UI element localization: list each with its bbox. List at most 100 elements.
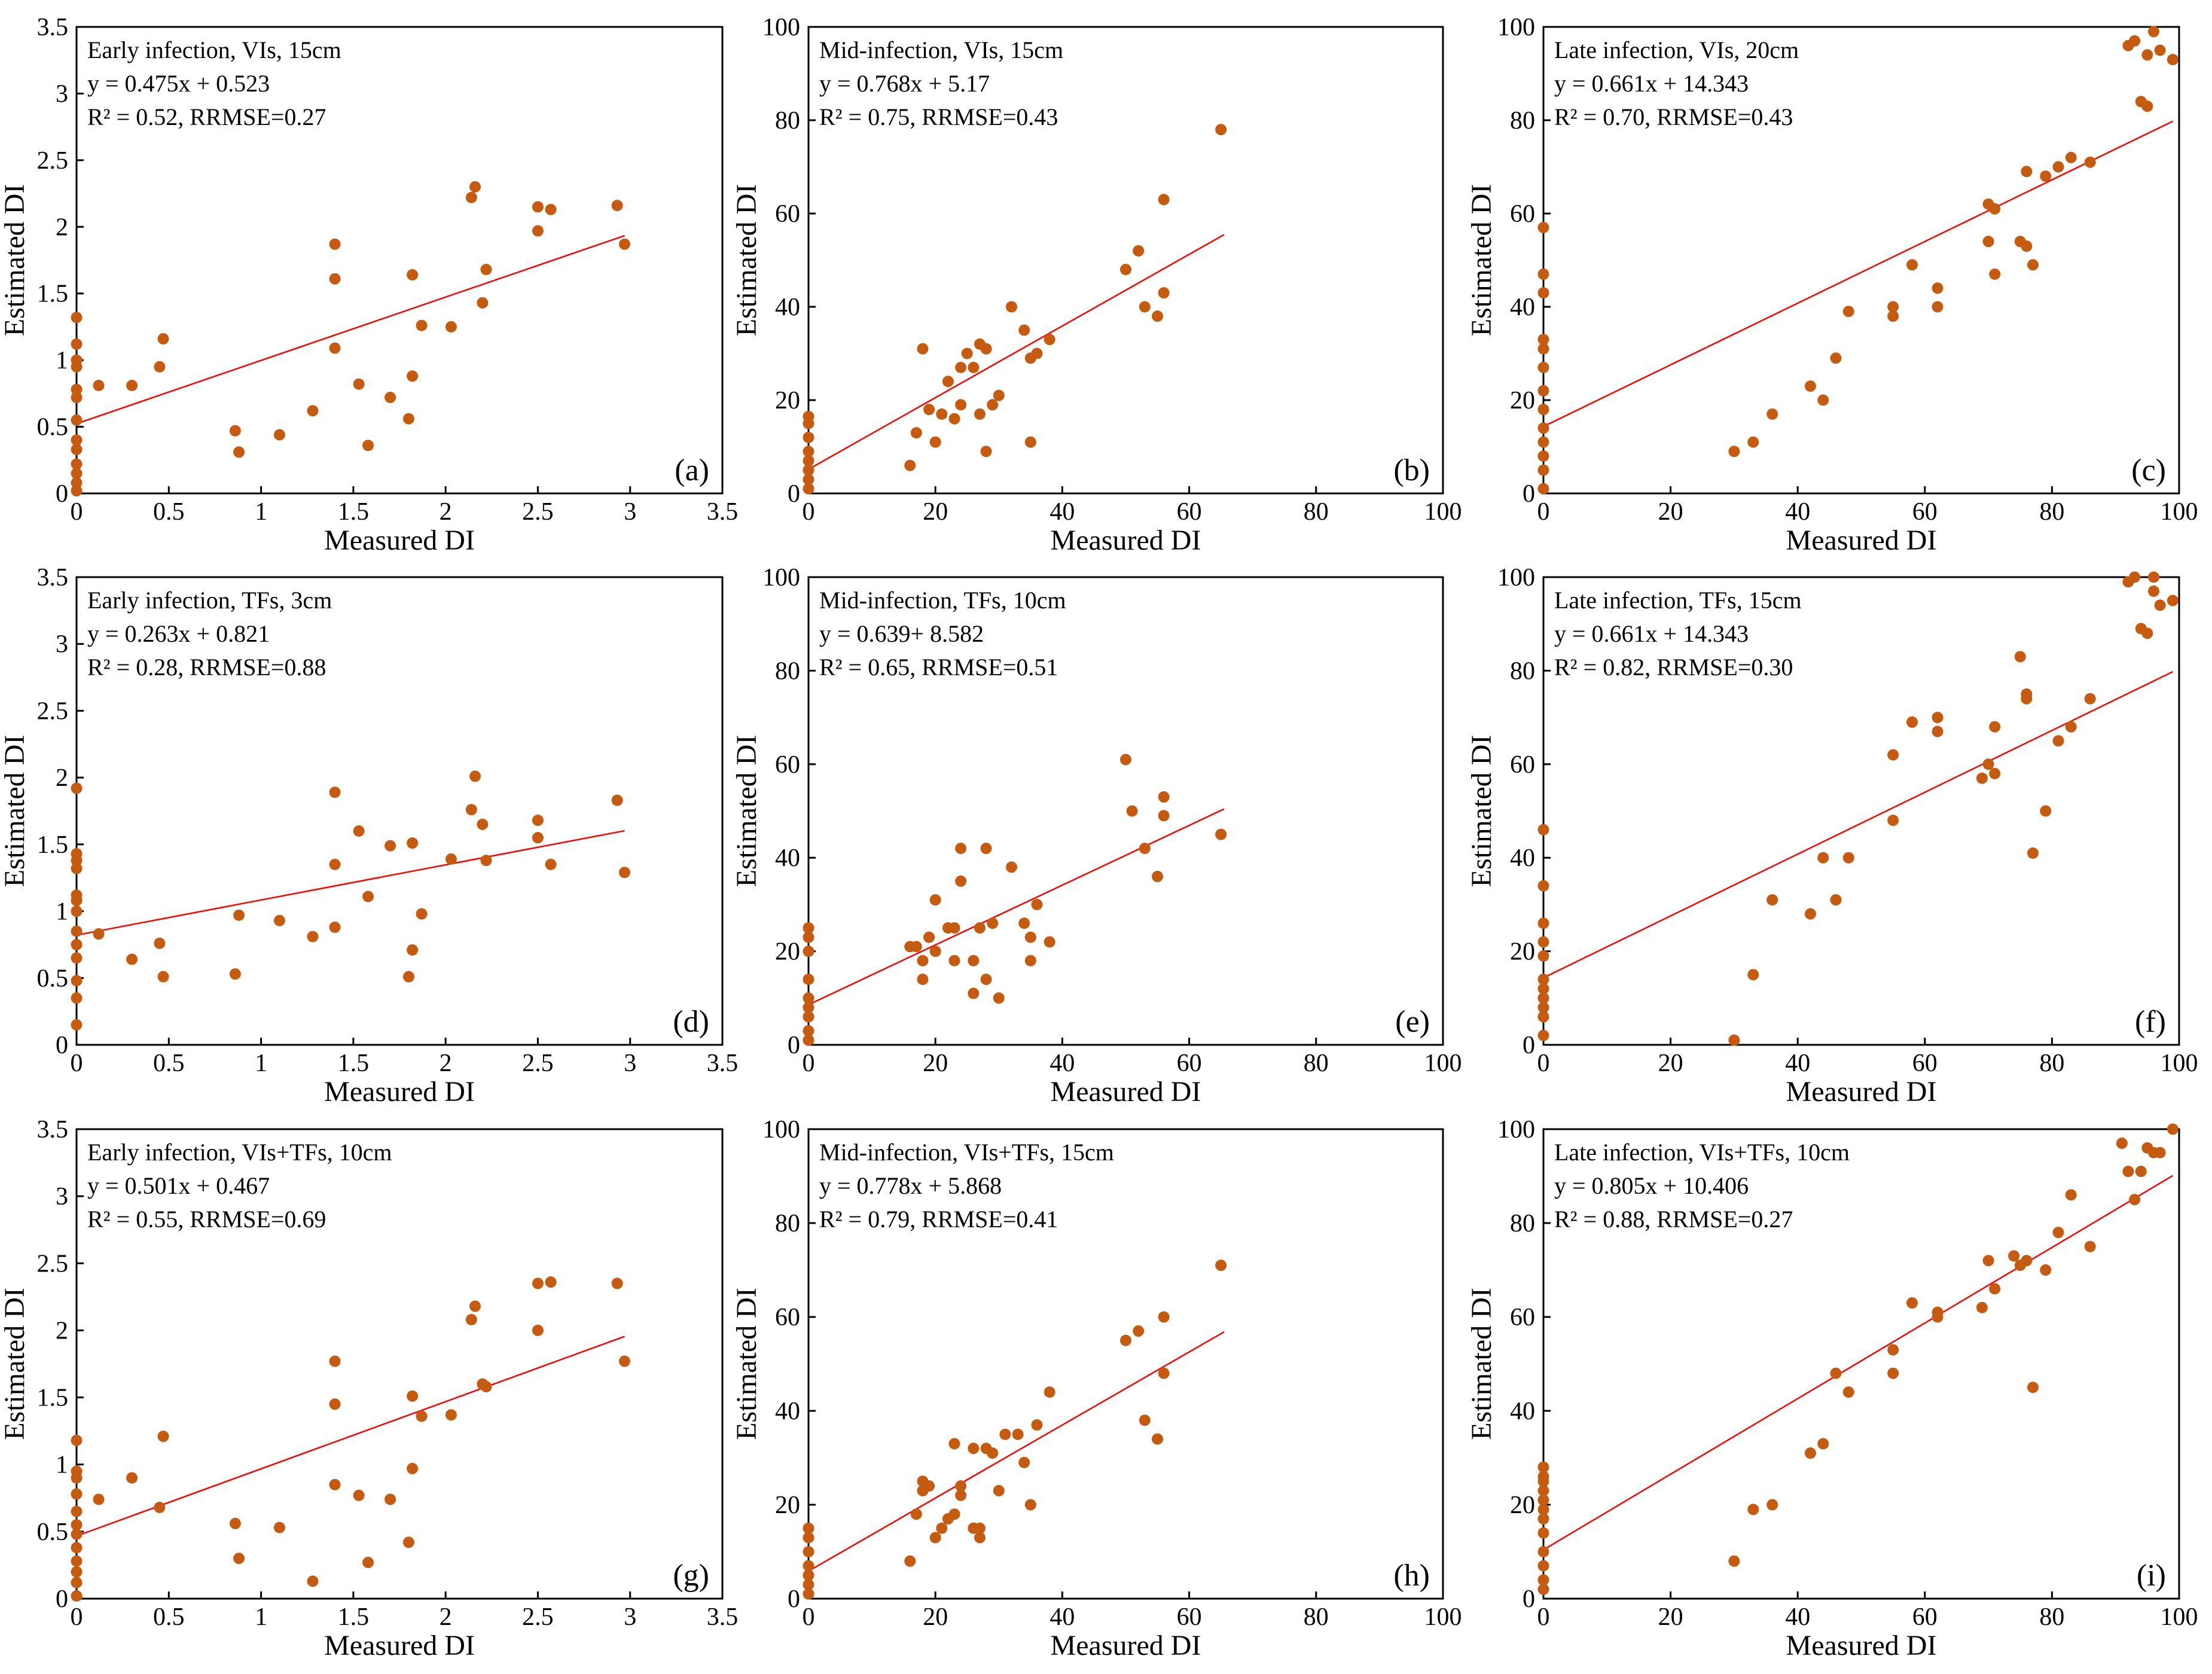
data-point	[545, 858, 557, 870]
y-tick-label: 40	[1510, 294, 1535, 321]
data-point	[385, 392, 396, 404]
data-point	[1126, 805, 1138, 817]
data-point	[1537, 483, 1549, 495]
data-point	[1537, 464, 1549, 476]
data-point	[445, 321, 457, 333]
data-point	[1989, 1283, 2001, 1295]
data-point	[1817, 394, 1829, 406]
data-point	[803, 992, 814, 1004]
data-point	[545, 1276, 557, 1288]
data-point	[1120, 1334, 1131, 1346]
data-point	[2147, 26, 2159, 38]
data-point	[1006, 861, 1018, 873]
data-point	[936, 408, 948, 420]
data-point	[1133, 1325, 1145, 1337]
x-tick-label: 60	[1912, 1603, 1938, 1631]
y-tick-label: 40	[775, 844, 800, 872]
x-tick-label: 80	[2039, 1050, 2064, 1077]
panel-label: (d)	[673, 1005, 709, 1039]
data-point	[1537, 983, 1549, 995]
data-point	[803, 464, 814, 476]
x-tick-label: 40	[1785, 1050, 1810, 1077]
data-point	[1842, 1386, 1854, 1398]
data-point	[2052, 735, 2064, 747]
data-point	[955, 843, 967, 855]
data-point	[803, 474, 814, 486]
data-point	[71, 1528, 83, 1540]
data-point	[1044, 1386, 1055, 1398]
chart-panel-7: 0 0.5 1 1.5 2 2.5 3 3.5 0 0.5 1 1.5 2 2.5 3 3.5 Measured…	[0, 1116, 738, 1661]
data-point	[71, 1577, 83, 1588]
data-point	[1537, 287, 1549, 299]
data-point	[480, 1381, 492, 1393]
y-axis-label: Estimated DI	[0, 1288, 30, 1440]
data-point	[1158, 791, 1170, 803]
data-point	[1031, 1419, 1043, 1431]
x-axis-label: Measured DI	[1786, 525, 1937, 556]
data-point	[1018, 324, 1030, 336]
chart-panel-6: 0 20 40 60 80 100 0 20 40 60 80 100 Measured DI Estim…	[1466, 564, 2198, 1108]
data-point	[1537, 1504, 1549, 1516]
data-point	[465, 1313, 477, 1325]
data-point	[154, 361, 166, 373]
annotation-line-1: Late infection, VIs, 20cm	[1554, 36, 1799, 63]
x-tick-label: 80	[1304, 498, 1329, 526]
data-point	[961, 347, 973, 359]
data-point	[1133, 245, 1145, 257]
y-axis-label: Estimated DI	[1466, 735, 1497, 888]
data-point	[1830, 352, 1842, 364]
data-point	[407, 837, 419, 849]
data-point	[948, 922, 960, 934]
regression-line	[1543, 670, 2173, 978]
x-tick-label: 0	[71, 1050, 83, 1077]
panel-label: (b)	[1393, 453, 1430, 487]
data-point	[2014, 651, 2026, 663]
data-point	[465, 191, 477, 203]
data-point	[71, 1488, 83, 1500]
y-tick-label: 0	[788, 1032, 800, 1059]
data-point	[974, 1522, 986, 1534]
annotation-line-1: Mid-infection, VIs, 15cm	[819, 36, 1063, 63]
chart-panel-1: 0 0.5 1 1.5 2 2.5 3 3.5 0 0.5 1 1.5 2 2.5 3 3.5 Measured…	[0, 14, 738, 556]
data-point	[2027, 1382, 2039, 1394]
data-point	[1152, 870, 1164, 882]
data-point	[2167, 594, 2179, 606]
data-point	[2141, 49, 2153, 61]
data-point	[2008, 1250, 2020, 1262]
data-point	[1120, 754, 1131, 766]
data-point	[545, 203, 557, 215]
data-point	[469, 770, 481, 782]
data-point	[362, 440, 374, 452]
x-tick-label: 60	[1177, 1603, 1202, 1631]
y-tick-label: 1.5	[37, 280, 69, 308]
data-point	[611, 794, 623, 806]
y-tick-label: 20	[775, 387, 800, 414]
data-point	[929, 894, 941, 906]
x-tick-label: 1.5	[338, 498, 370, 526]
y-tick-label: 0	[1523, 1032, 1535, 1059]
data-point	[1747, 969, 1759, 981]
data-point	[1906, 1297, 1918, 1309]
data-point	[273, 429, 285, 441]
data-point	[1537, 422, 1549, 434]
data-point	[1024, 955, 1036, 966]
plot-frame	[75, 26, 724, 495]
data-point	[1887, 1367, 1899, 1379]
x-axis-label: Measured DI	[1051, 1630, 1201, 1661]
y-tick-label: 2.5	[37, 147, 69, 175]
data-point	[1537, 936, 1549, 948]
data-point	[1537, 343, 1549, 355]
x-tick-label: 60	[1177, 498, 1202, 526]
data-point	[1804, 380, 1816, 392]
data-point	[1747, 436, 1759, 448]
data-point	[1018, 1456, 1030, 1468]
data-point	[1152, 310, 1164, 322]
y-tick-label: 100	[1497, 1116, 1535, 1144]
data-point	[2084, 156, 2096, 168]
data-point	[980, 343, 992, 355]
data-point	[416, 319, 428, 331]
y-tick-label: 1.5	[37, 831, 69, 859]
data-point	[1976, 772, 1988, 784]
x-tick-label: 20	[923, 1603, 948, 1631]
x-tick-label: 3.5	[707, 498, 739, 526]
